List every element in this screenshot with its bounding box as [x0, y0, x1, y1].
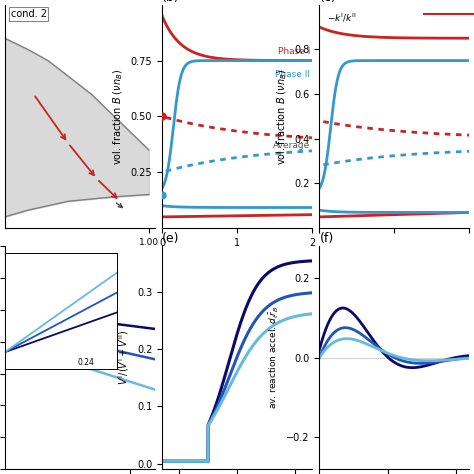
Text: (f): (f) [319, 232, 334, 245]
Y-axis label: $V^{\rm I}/(V^{\rm I}+V^{\rm II})$: $V^{\rm I}/(V^{\rm I}+V^{\rm II})$ [117, 330, 131, 385]
Y-axis label: vol. fraction $B$ $({\nu}n_B)$: vol. fraction $B$ $({\nu}n_B)$ [275, 68, 289, 164]
X-axis label: $\nu_B$: $\nu_B$ [74, 252, 85, 264]
Text: Phase I: Phase I [278, 47, 310, 56]
Text: (c): (c) [319, 0, 336, 4]
Text: cond. 2: cond. 2 [10, 9, 46, 19]
X-axis label: time $t$: time $t$ [219, 253, 255, 265]
Text: (e): (e) [162, 232, 180, 245]
Text: Phase II: Phase II [275, 70, 310, 79]
Y-axis label: av. reaction accel. $d_t\bar{r}_B$: av. reaction accel. $d_t\bar{r}_B$ [267, 306, 281, 410]
Text: $-k^{\rm I}/k^{\rm II}$: $-k^{\rm I}/k^{\rm II}$ [327, 11, 356, 24]
Text: (b): (b) [162, 0, 180, 4]
Text: Average: Average [273, 141, 310, 150]
Y-axis label: vol. fraction $B$ $({\nu}n_B)$: vol. fraction $B$ $({\nu}n_B)$ [111, 68, 125, 164]
